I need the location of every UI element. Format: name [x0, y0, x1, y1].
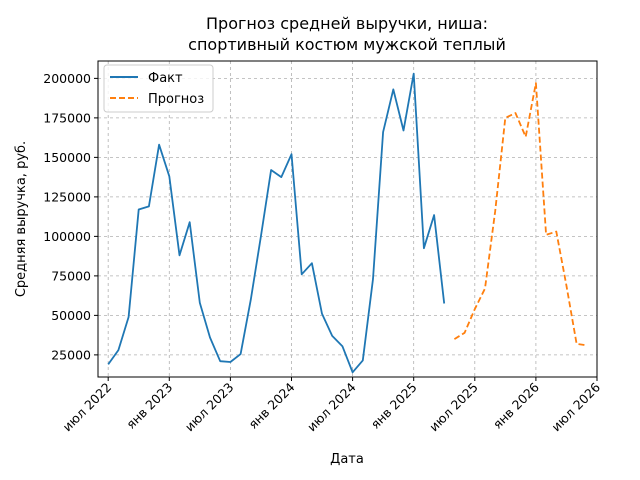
plot-frame	[97, 60, 598, 378]
legend-label-forecast: Прогноз	[148, 92, 204, 107]
y-tick-label: 50000	[51, 308, 91, 323]
x-tick-label: июл 2025	[426, 380, 481, 435]
x-tick-label: июл 2024	[304, 379, 359, 434]
y-axis-label: Средняя выручка, руб.	[14, 141, 29, 297]
y-tick-label: 150000	[43, 150, 91, 165]
x-axis-label: Дата	[330, 452, 364, 467]
series-layer	[107, 72, 587, 374]
y-tick-label: 200000	[43, 71, 91, 86]
chart-title-line-2: спортивный костюм мужской теплый	[188, 35, 506, 54]
y-tick-label: 25000	[51, 347, 91, 362]
x-tick-label: янв 2023	[123, 380, 175, 432]
series-line-forecast	[453, 82, 587, 347]
grid	[98, 61, 598, 377]
x-tick-label: янв 2026	[490, 379, 542, 431]
legend-label-fact: Факт	[148, 71, 183, 86]
x-axis-ticks: июл 2022 янв 2023 июл 2023 янв 2024 июл 2024…	[60, 377, 603, 435]
y-tick-label: 125000	[43, 189, 91, 204]
legend: Факт Прогноз	[103, 64, 214, 113]
chart-title-line-1: Прогноз средней выручки, ниша:	[206, 14, 488, 33]
y-axis-ticks: 25000 50000 75000 100000 125000 150000 175000 2…	[43, 71, 98, 362]
series-line-fact	[107, 72, 446, 374]
x-tick-label: янв 2024	[245, 379, 297, 431]
x-tick-label: июл 2023	[182, 380, 237, 435]
x-tick-label: июл 2022	[60, 380, 115, 435]
x-tick-label: июл 2026	[548, 379, 603, 434]
y-tick-label: 100000	[43, 229, 91, 244]
x-tick-label: янв 2025	[368, 380, 420, 432]
y-tick-label: 75000	[51, 268, 91, 283]
y-tick-label: 175000	[43, 110, 91, 125]
